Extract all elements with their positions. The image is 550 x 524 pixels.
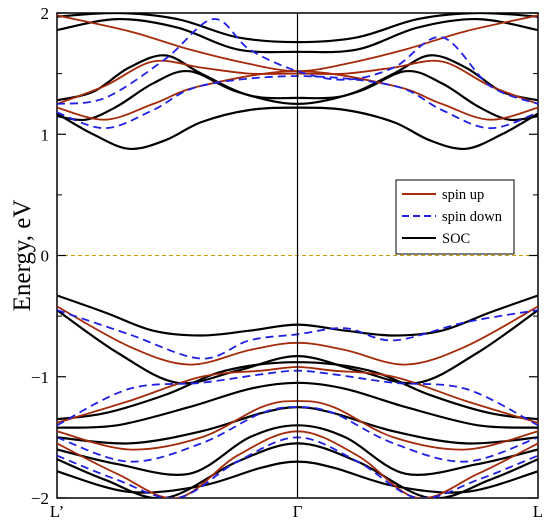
y-tick-label: 2: [41, 4, 50, 23]
y-tick-label: −2: [31, 489, 49, 508]
x-tick-label: Γ: [293, 502, 303, 521]
x-tick-label: L: [533, 502, 543, 521]
y-tick-label: 1: [41, 125, 50, 144]
x-tick-label: L’: [50, 502, 65, 521]
legend: spin up spin down SOC: [395, 179, 515, 255]
legend-label: spin up: [442, 187, 484, 203]
x-axis: L’ Γ L: [50, 502, 543, 521]
legend-label: spin down: [442, 209, 503, 225]
spin-down-band-line: [57, 18, 538, 105]
spin-down-band-line: [57, 406, 538, 463]
legend-label: SOC: [442, 231, 470, 247]
y-tick-label: −1: [31, 368, 49, 387]
y-tick-label: 0: [41, 247, 50, 266]
y-axis-label: Energy, eV: [9, 200, 36, 312]
y-axis: −2 −1 0 1 2: [31, 4, 538, 508]
